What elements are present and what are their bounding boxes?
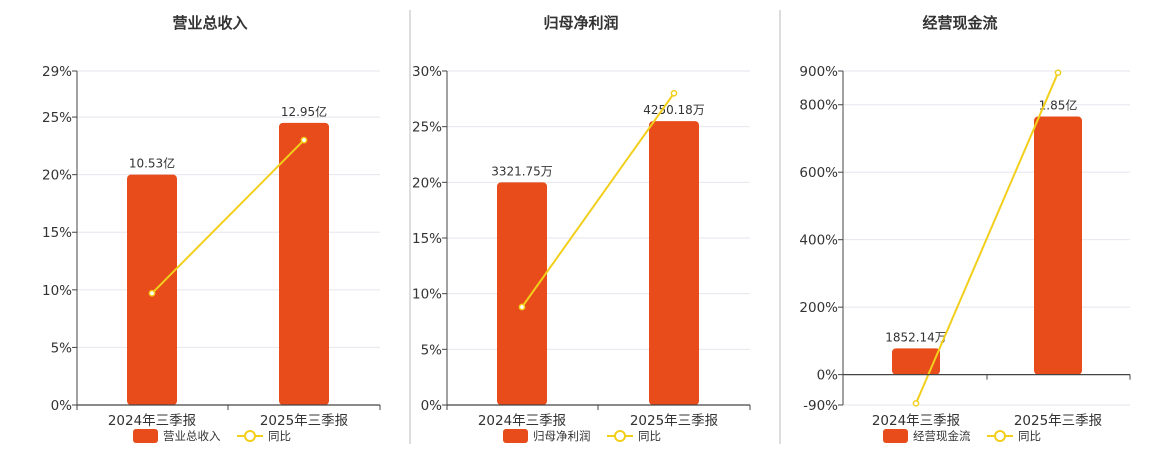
legend-bar-label: 经营现金流 [913, 429, 971, 443]
y-tick-label: 5% [51, 340, 73, 356]
yoy-line [151, 139, 305, 294]
legend-bar-label: 营业总收入 [163, 429, 221, 443]
y-tick-label: 0% [51, 398, 73, 414]
legend-bar-label: 归母净利润 [533, 429, 591, 443]
y-tick-label: 200% [799, 300, 838, 316]
yoy-line [521, 92, 675, 308]
y-tick-label: 25% [412, 120, 442, 136]
y-tick-label: 10% [42, 283, 72, 299]
x-tick-label: 2025年三季报 [260, 413, 348, 429]
bar [892, 348, 940, 375]
y-tick-label: 15% [412, 231, 442, 247]
legend-bar-swatch [133, 429, 158, 443]
y-tick-label: 600% [799, 165, 838, 181]
legend-line-label: 同比 [1018, 429, 1041, 443]
x-tick-label: 2025年三季报 [630, 413, 718, 429]
bar-value-label: 4250.18万 [643, 103, 705, 117]
chart-title: 经营现金流 [922, 14, 997, 32]
legend-line-label: 同比 [638, 429, 661, 443]
chart-title: 营业总收入 [172, 14, 247, 32]
y-tick-label: 0% [817, 368, 839, 384]
bar [1034, 116, 1082, 375]
legend-bar-swatch [883, 429, 908, 443]
y-tick-label: 15% [42, 225, 72, 241]
y-tick-label: 29% [42, 64, 72, 80]
y-tick-label: 800% [799, 98, 838, 114]
x-tick-label: 2024年三季报 [872, 413, 960, 429]
legend-bar-swatch [503, 429, 528, 443]
bar [127, 174, 177, 405]
legend-line-marker [614, 430, 626, 442]
yoy-point [148, 289, 156, 297]
bar [649, 121, 699, 405]
chart-panel-3: 经营现金流 -90% 0% 200% 400% 600% 800% 900% 1852.14万 1… [799, 14, 1131, 443]
yoy-point [912, 399, 920, 407]
y-tick-label: 20% [412, 175, 442, 191]
chart-title: 归母净利润 [543, 14, 618, 32]
bar-value-label: 12.95亿 [281, 104, 327, 119]
legend-line-label: 同比 [268, 429, 291, 443]
y-tick-label: 400% [799, 233, 838, 249]
x-tick-label: 2024年三季报 [478, 413, 566, 429]
y-tick-label: 0% [421, 398, 443, 414]
bar-value-label: 10.53亿 [129, 156, 175, 171]
y-tick-label: -90% [803, 398, 838, 414]
yoy-point [1054, 69, 1062, 77]
yoy-point [670, 89, 678, 97]
y-tick-label: 900% [799, 64, 838, 80]
bar-value-label: 1.85亿 [1039, 98, 1078, 113]
y-tick-label: 5% [421, 342, 443, 358]
y-tick-label: 10% [412, 287, 442, 303]
y-tick-label: 25% [42, 110, 72, 126]
yoy-point [300, 136, 308, 144]
bar-value-label: 3321.75万 [491, 164, 553, 178]
legend-line-marker [994, 430, 1006, 442]
yoy-point [518, 303, 526, 311]
chart-panel-2: 归母净利润 0% 5% 10% 15% 20% 25% 30% 3321.75万 4250.18万… [412, 14, 751, 443]
bar [279, 122, 329, 406]
y-tick-label: 20% [42, 168, 72, 184]
x-tick-label: 2024年三季报 [108, 413, 196, 429]
y-tick-label: 30% [412, 64, 442, 80]
bar [497, 182, 547, 405]
bar-value-label: 1852.14万 [885, 330, 947, 344]
legend-line-marker [244, 430, 256, 442]
x-tick-label: 2025年三季报 [1014, 413, 1102, 429]
yoy-line [915, 72, 1059, 404]
chart-panel-1: 营业总收入 0% 5% 10% 15% 20% 25% 29% 10.53亿 12.95亿 2024… [42, 14, 381, 443]
